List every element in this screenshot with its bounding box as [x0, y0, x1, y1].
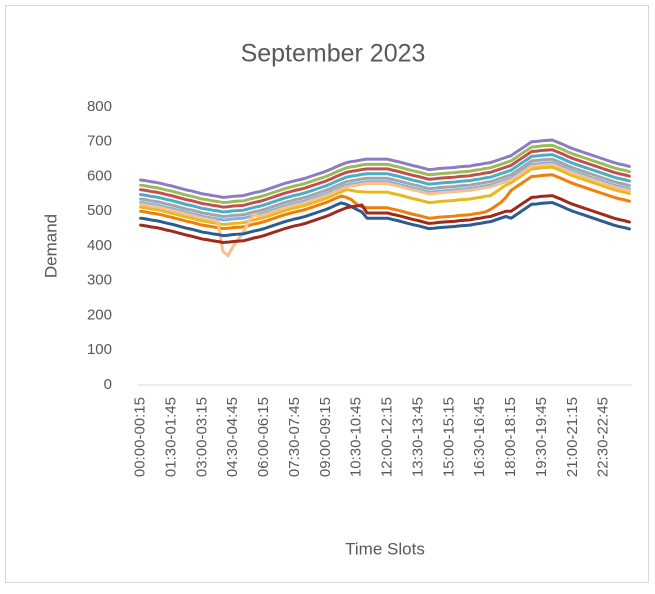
- x-tick-label: 01:30-01:45: [162, 397, 179, 477]
- y-tick-label: 600: [87, 167, 112, 184]
- y-tick-label: 500: [87, 202, 112, 219]
- series-line: [139, 201, 631, 238]
- x-tick-label: 04:30-04:45: [224, 397, 241, 477]
- x-tick-label: 00:00-00:15: [132, 397, 149, 477]
- x-tick-label: 09:00-09:15: [317, 397, 334, 477]
- series-line: [139, 165, 631, 226]
- series-line: [139, 162, 631, 258]
- series-line: [139, 157, 631, 218]
- y-tick-label: 800: [87, 98, 112, 115]
- x-tick-label: 10:30-10:45: [348, 397, 365, 477]
- x-axis-label: Time Slots: [345, 539, 425, 558]
- x-tick-label: 16:30-16:45: [471, 397, 488, 477]
- series-line: [139, 143, 631, 205]
- y-tick-label: 100: [87, 341, 112, 358]
- series-line: [139, 161, 631, 222]
- series-line: [139, 148, 631, 209]
- x-tick-label: 13:30-13:45: [409, 397, 426, 477]
- x-tick-label: 15:00-15:15: [440, 397, 457, 477]
- x-tick-label: 03:00-03:15: [193, 397, 210, 477]
- x-tick-label: 19:30-19:45: [533, 397, 550, 477]
- x-tick-label: 18:00-18:15: [502, 397, 519, 477]
- series-line: [139, 138, 631, 199]
- x-tick-label: 22:30-22:45: [595, 397, 612, 477]
- y-axis-label: Demand: [41, 214, 60, 278]
- x-tick-label: 06:00-06:15: [255, 397, 272, 477]
- y-tick-label: 300: [87, 272, 112, 289]
- series-line: [139, 173, 631, 231]
- series-line: [139, 194, 631, 245]
- y-tick-label: 700: [87, 133, 112, 150]
- series-line: [139, 153, 631, 214]
- x-tick-label: 21:00-21:15: [564, 397, 581, 477]
- y-tick-label: 400: [87, 237, 112, 254]
- y-tick-label: 200: [87, 306, 112, 323]
- chart-title: September 2023: [241, 40, 426, 68]
- x-tick-label: 07:30-07:45: [286, 397, 303, 477]
- y-tick-label: 0: [104, 376, 112, 393]
- x-tick-label: 12:00-12:15: [379, 397, 396, 477]
- chart-border: [5, 5, 649, 583]
